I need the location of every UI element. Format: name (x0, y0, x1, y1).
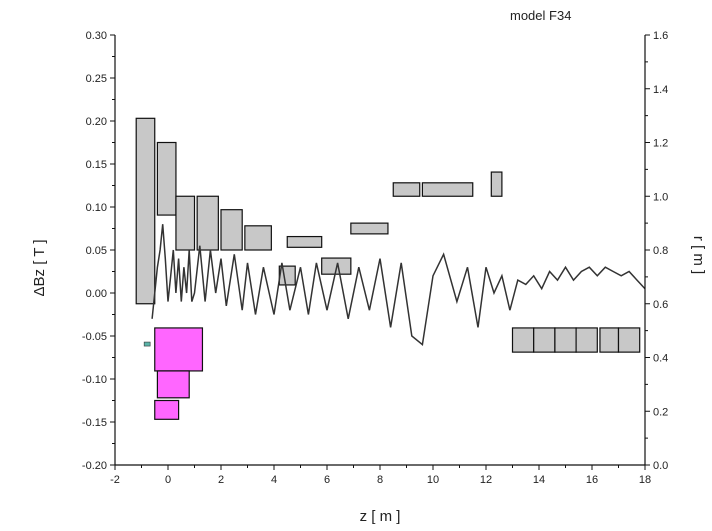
series-layer (151, 224, 646, 347)
coil-magenta-20 (156, 370, 190, 399)
axes: -2 0 2 4 6 8 10 12 14 16 18 0.30 0.25 0.20 0.15 0.10 0.0… (82, 30, 668, 486)
x-tick-label: -2 (110, 474, 120, 486)
y-right-tick-label: 1.6 (653, 30, 668, 42)
coil-gray-15 (554, 327, 577, 353)
coil-gray-9 (350, 222, 389, 235)
y-left-tick-label: -0.15 (82, 417, 107, 429)
x-tick-label: 14 (533, 474, 545, 486)
series-line-0 (151, 224, 646, 347)
y-left-tick-label: 0.20 (86, 116, 107, 128)
x-tick-label: 6 (324, 474, 330, 486)
y-left-tick-label: -0.10 (82, 374, 107, 386)
coil-gray-18 (617, 327, 641, 353)
x-tick-label: 12 (480, 474, 492, 486)
coil-gray-13 (511, 327, 535, 353)
coil-gray-11 (421, 182, 474, 197)
y-left-tick-label: 0.30 (86, 30, 107, 42)
y-right-tick-label: 0.6 (653, 299, 668, 311)
coil-gray-3 (196, 195, 219, 251)
y-right-tick-label: 0.0 (653, 460, 668, 472)
coil-gray-7 (286, 235, 323, 248)
coil-gray-10 (392, 182, 421, 197)
y-right-tick-label: 1.0 (653, 191, 668, 203)
teal-marker (143, 341, 151, 347)
y-left-tick-label: -0.20 (82, 460, 107, 472)
coil-gray-14 (533, 327, 556, 353)
y-right-tick-label: 1.2 (653, 138, 668, 150)
y-right-axis-title: r [ m ] (690, 236, 707, 274)
x-tick-label: 0 (165, 474, 171, 486)
x-tick-label: 10 (427, 474, 439, 486)
coil-magenta-21 (154, 399, 180, 420)
y-left-tick-label: 0.25 (86, 73, 107, 85)
x-tick-label: 2 (218, 474, 224, 486)
y-right-tick-label: 0.4 (653, 353, 668, 365)
coil-gray-16 (575, 327, 598, 353)
y-left-tick-label: 0.15 (86, 159, 107, 171)
y-left-axis-title: ΔBz [ T ] (31, 240, 48, 297)
model-label: model F34 (510, 8, 571, 23)
coil-gray-12 (490, 171, 503, 197)
y-left-tick-label: 0.05 (86, 245, 107, 257)
x-tick-label: 18 (639, 474, 651, 486)
y-left-tick-label: 0.00 (86, 288, 107, 300)
coil-layer (135, 117, 641, 420)
x-tick-label: 16 (586, 474, 598, 486)
x-tick-label: 4 (271, 474, 277, 486)
coil-gray-4 (220, 209, 243, 251)
y-left-tick-label: -0.05 (82, 331, 107, 343)
coil-gray-2 (175, 195, 196, 251)
coil-gray-1 (156, 141, 177, 216)
x-axis-title: z [ m ] (360, 508, 401, 525)
y-right-tick-label: 0.8 (653, 245, 668, 257)
coil-magenta-19 (154, 327, 204, 372)
x-tick-label: 8 (377, 474, 383, 486)
y-right-tick-label: 0.2 (653, 406, 668, 418)
coil-gray-5 (244, 225, 272, 251)
coil-gray-0 (135, 117, 156, 305)
y-left-tick-label: 0.10 (86, 202, 107, 214)
coil-gray-17 (599, 327, 620, 353)
y-right-tick-label: 1.4 (653, 84, 668, 96)
